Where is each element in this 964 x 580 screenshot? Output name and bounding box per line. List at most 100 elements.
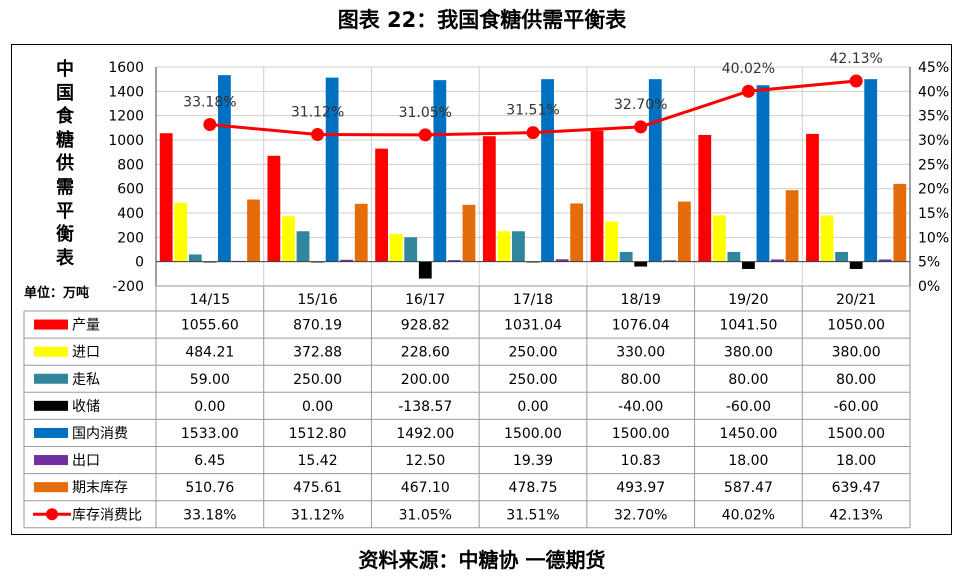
bar — [218, 75, 231, 262]
axes: 1600 1400 1200 1000 800 600 400 200 0 -200 45% 40% 3… — [108, 60, 949, 295]
table-value: 228.60 — [401, 345, 450, 361]
table-value: -60.00 — [834, 399, 879, 415]
y-tick-label: 400 — [117, 206, 144, 222]
bar — [864, 79, 878, 262]
table-value: 31.51% — [506, 507, 559, 523]
bar — [325, 77, 339, 262]
table-value: 1050.00 — [827, 318, 885, 334]
table-value: 59.00 — [190, 372, 230, 388]
bar — [296, 231, 310, 262]
legend-color-key — [34, 482, 68, 493]
table-value: 18.00 — [728, 453, 768, 469]
x-category-label: 16/17 — [405, 292, 445, 308]
bar — [188, 254, 202, 262]
figure-title: 图表 22：我国食糖供需平衡表 — [337, 8, 627, 32]
legend-series-name: 期末库存 — [72, 480, 128, 496]
table-value: 493.97 — [616, 480, 665, 496]
y2-tick-label: 20% — [918, 182, 949, 198]
x-category-label: 19/20 — [728, 292, 768, 308]
table-value: 380.00 — [724, 345, 773, 361]
ratio-point — [418, 128, 432, 142]
bar — [605, 221, 619, 262]
y2-tick-label: 10% — [918, 230, 949, 246]
unit-label: 单位：万吨 — [24, 286, 90, 301]
legend-series-name: 进口 — [72, 345, 100, 361]
x-category-label: 20/21 — [836, 292, 876, 308]
table-value: 380.00 — [832, 345, 881, 361]
table-value: 250.00 — [509, 372, 558, 388]
legend-series-name: 收储 — [72, 399, 100, 415]
y2-tick-label: 5% — [918, 255, 940, 271]
bar — [418, 261, 432, 279]
ratio-point — [526, 126, 540, 140]
legend-color-key — [34, 319, 68, 330]
bar — [433, 80, 447, 262]
bar — [785, 190, 799, 262]
table-value: 18.00 — [836, 453, 876, 469]
table-value: 15.42 — [298, 453, 338, 469]
table-value: 42.13% — [829, 507, 882, 523]
bar — [756, 85, 770, 262]
legend-color-key — [34, 373, 68, 384]
x-category-label: 14/15 — [190, 292, 230, 308]
bar — [663, 260, 677, 262]
table-value: 467.10 — [401, 480, 450, 496]
legend-series-name: 出口 — [72, 453, 100, 469]
bar — [771, 259, 784, 262]
chart-frame — [11, 44, 952, 535]
chart-title-char: 需 — [56, 176, 74, 198]
ratio-point — [311, 128, 325, 142]
bars — [159, 75, 907, 279]
table-value: 31.05% — [399, 507, 452, 523]
bar — [893, 183, 907, 262]
bar — [354, 203, 368, 262]
bar — [878, 259, 892, 262]
bar — [482, 136, 496, 262]
legend-series-name: 产量 — [72, 318, 100, 334]
y-tick-label: 1600 — [108, 60, 144, 76]
table-value: 31.12% — [291, 507, 344, 523]
bar — [159, 133, 173, 262]
table-value: 587.47 — [724, 480, 773, 496]
bar — [619, 251, 633, 262]
table-value: 250.00 — [293, 372, 342, 388]
table-value: 1041.50 — [719, 318, 777, 334]
legend-color-key — [34, 346, 68, 357]
bar — [462, 204, 476, 262]
data-labels: 33.18% 31.12% 31.05% 31.51% 32.70% 40.02% 42.1… — [183, 51, 883, 121]
bar — [404, 237, 418, 262]
table-value: 1500.00 — [504, 426, 562, 442]
bar — [590, 130, 604, 262]
y-tick-label: -200 — [112, 279, 144, 295]
table-value: 870.19 — [293, 318, 342, 334]
ratio-point — [849, 74, 863, 88]
table-value: 928.82 — [401, 318, 450, 334]
bar — [174, 202, 188, 262]
bar — [835, 251, 848, 262]
legend-series-name: 国内消费 — [72, 426, 128, 442]
table-value: 1031.04 — [504, 318, 562, 334]
table-value: 1500.00 — [612, 426, 670, 442]
bar — [541, 79, 554, 262]
bar — [820, 215, 834, 262]
table-value: 0.00 — [194, 399, 225, 415]
chart-title-char: 平 — [56, 200, 74, 222]
table-value: 1055.60 — [181, 318, 239, 334]
ratio-data-label: 42.13% — [829, 51, 882, 67]
y-tick-label: 1000 — [108, 133, 144, 149]
bar — [727, 251, 741, 262]
y2-tick-label: 40% — [918, 84, 949, 100]
source-note: 资料来源：中糖协 一德期货 — [358, 548, 606, 572]
table-value: 0.00 — [517, 399, 548, 415]
bar — [806, 133, 819, 262]
x-category-label: 15/16 — [297, 292, 337, 308]
bar — [340, 259, 354, 262]
legend-series-name: 走私 — [72, 372, 100, 388]
bar — [282, 216, 295, 262]
table-value: 80.00 — [728, 372, 768, 388]
table-value: 478.75 — [509, 480, 558, 496]
chart-title-char: 食 — [56, 106, 74, 128]
table-value: 372.88 — [293, 345, 342, 361]
x-category-label: 17/18 — [513, 292, 553, 308]
